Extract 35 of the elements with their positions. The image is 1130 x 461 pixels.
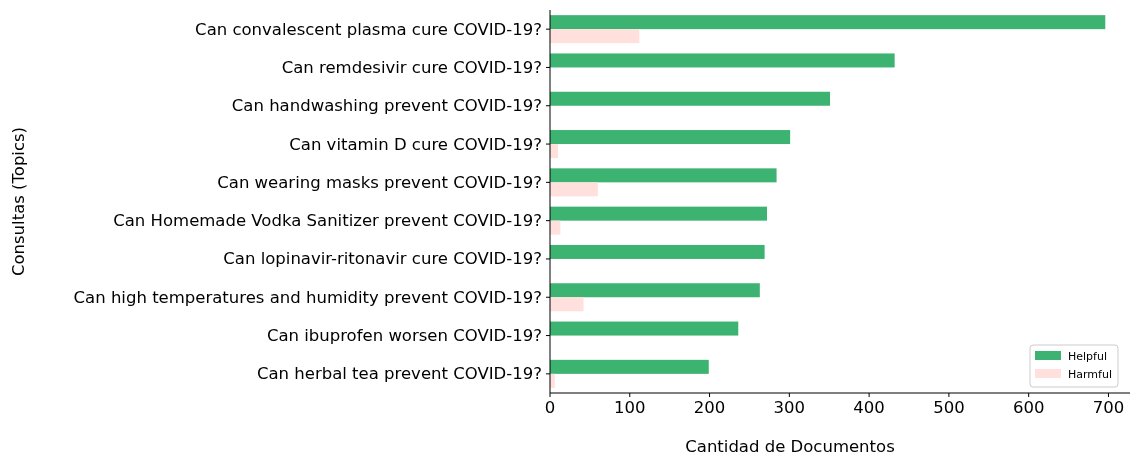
bar bbox=[550, 321, 739, 336]
x-tick-label: 700 bbox=[1092, 398, 1125, 417]
bar bbox=[550, 53, 895, 68]
bar bbox=[550, 91, 831, 106]
bar bbox=[550, 168, 777, 183]
legend-label: Helpful bbox=[1068, 349, 1107, 363]
bar bbox=[550, 359, 709, 374]
y-tick-label: Can high temperatures and humidity prevent COVID-19? bbox=[73, 287, 542, 307]
x-tick-label: 400 bbox=[853, 398, 885, 417]
bar bbox=[550, 15, 1106, 30]
y-tick-label: Can handwashing prevent COVID-19? bbox=[231, 96, 542, 116]
bar bbox=[550, 283, 760, 298]
bar bbox=[550, 297, 584, 312]
x-tick-label: 500 bbox=[933, 398, 965, 417]
bar bbox=[550, 130, 791, 145]
y-tick-label: Can Homemade Vodka Sanitizer prevent COVID-19? bbox=[113, 211, 542, 231]
bar bbox=[550, 244, 765, 259]
bar bbox=[550, 182, 598, 197]
x-tick-label: 100 bbox=[614, 398, 646, 417]
x-tick-label: 0 bbox=[544, 398, 556, 417]
y-axis-title: Consultas (Topics) bbox=[9, 126, 28, 277]
y-tick-label: Can vitamin D cure COVID-19? bbox=[289, 134, 542, 154]
bar bbox=[550, 206, 767, 221]
y-tick-label: Can convalescent plasma cure COVID-19? bbox=[195, 19, 542, 39]
y-tick-label: Can ibuprofen worsen COVID-19? bbox=[266, 326, 542, 346]
x-tick-label: 200 bbox=[693, 398, 726, 417]
bar bbox=[550, 29, 640, 44]
x-tick-label: 300 bbox=[773, 398, 806, 417]
x-axis-title: Cantidad de Documentos bbox=[685, 437, 895, 456]
x-tick-label: 600 bbox=[1012, 398, 1045, 417]
y-tick-label: Can lopinavir-ritonavir cure COVID-19? bbox=[223, 249, 542, 269]
y-tick-label: Can remdesivir cure COVID-19? bbox=[281, 57, 542, 77]
y-tick-label: Can wearing masks prevent COVID-19? bbox=[217, 172, 542, 192]
y-tick-label: Can herbal tea prevent COVID-19? bbox=[256, 364, 542, 384]
legend-label: Harmful bbox=[1068, 367, 1112, 381]
